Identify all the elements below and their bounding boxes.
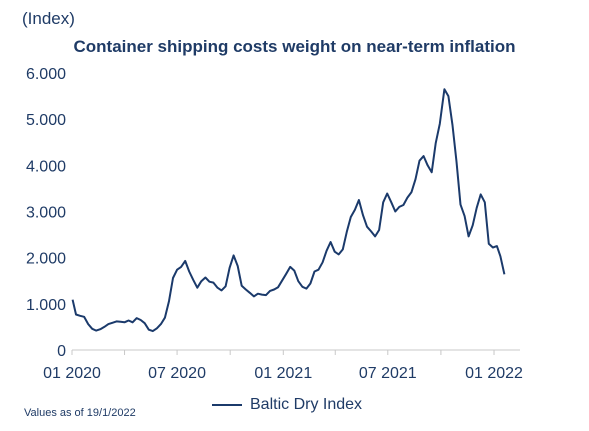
legend-swatch [212, 404, 242, 406]
legend: Baltic Dry Index [212, 396, 362, 414]
footnote: Values as of 19/1/2022 [24, 407, 136, 419]
x-tick-label: 01 2022 [465, 365, 523, 382]
x-tick-label: 01 2021 [254, 365, 312, 382]
y-axis-ticks: 0 1.000 2.000 3.000 4.000 5.000 6.000 [26, 66, 66, 360]
x-tick-label: 07 2021 [359, 365, 417, 382]
y-tick-label: 1.000 [26, 297, 66, 314]
y-tick-label: 5.000 [26, 112, 66, 129]
x-tick-label: 01 2020 [43, 365, 101, 382]
unit-label: (Index) [22, 9, 75, 28]
x-tick-label: 07 2020 [148, 365, 206, 382]
y-tick-label: 6.000 [26, 66, 66, 83]
y-tick-label: 4.000 [26, 158, 66, 175]
chart-title: Container shipping costs weight on near-… [73, 37, 516, 56]
x-axis-ticks: 01 2020 07 2020 01 2021 07 2021 01 2022 [43, 350, 523, 382]
baltic-dry-index-line [71, 88, 506, 333]
y-tick-label: 0 [57, 343, 66, 360]
y-tick-label: 2.000 [26, 251, 66, 268]
legend-label: Baltic Dry Index [250, 396, 363, 413]
y-tick-label: 3.000 [26, 205, 66, 222]
